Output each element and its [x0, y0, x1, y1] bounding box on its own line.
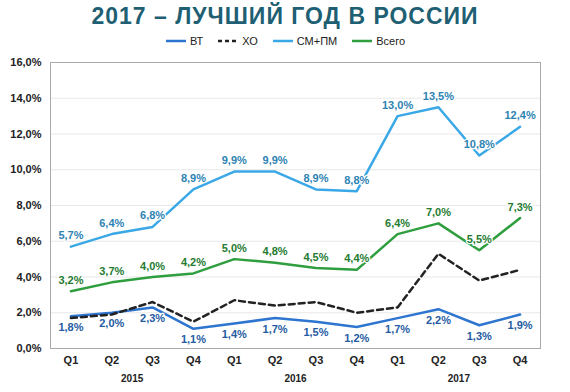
svg-text:10,8%: 10,8% — [464, 138, 495, 150]
svg-text:1,8%: 1,8% — [58, 321, 83, 333]
svg-text:2,0%: 2,0% — [99, 317, 124, 329]
svg-text:2017: 2017 — [448, 373, 471, 384]
svg-text:4,4%: 4,4% — [344, 252, 369, 264]
svg-text:6,4%: 6,4% — [385, 217, 410, 229]
svg-text:Q3: Q3 — [145, 354, 160, 366]
svg-text:1,1%: 1,1% — [181, 333, 206, 345]
svg-text:Q2: Q2 — [431, 354, 446, 366]
html-text:ХО: ХО — [242, 35, 258, 47]
svg-text:8,9%: 8,9% — [303, 172, 328, 184]
svg-text:1,4%: 1,4% — [222, 328, 247, 340]
svg-text:Q1: Q1 — [64, 354, 79, 366]
svg-text:5,5%: 5,5% — [467, 233, 492, 245]
svg-text:1,7%: 1,7% — [263, 323, 288, 335]
svg-text:3,7%: 3,7% — [99, 265, 124, 277]
svg-text:2016: 2016 — [284, 373, 307, 384]
svg-text:4,2%: 4,2% — [181, 256, 206, 268]
svg-text:5,0%: 5,0% — [222, 242, 247, 254]
svg-text:1,3%: 1,3% — [467, 330, 492, 342]
svg-text:5,7%: 5,7% — [58, 229, 83, 241]
svg-text:10,0%: 10,0% — [10, 163, 41, 175]
svg-text:4,8%: 4,8% — [263, 245, 288, 257]
svg-text:9,9%: 9,9% — [263, 154, 288, 166]
svg-text:Q3: Q3 — [309, 354, 324, 366]
svg-text:6,0%: 6,0% — [16, 235, 41, 247]
svg-text:7,0%: 7,0% — [426, 206, 451, 218]
svg-text:12,0%: 12,0% — [10, 128, 41, 140]
svg-text:14,0%: 14,0% — [10, 92, 41, 104]
svg-text:4,0%: 4,0% — [140, 260, 165, 272]
svg-text:2,3%: 2,3% — [140, 312, 165, 324]
svg-text:3,2%: 3,2% — [58, 274, 83, 286]
svg-text:1,2%: 1,2% — [344, 332, 369, 344]
svg-text:1,5%: 1,5% — [303, 326, 328, 338]
svg-text:Q4: Q4 — [349, 354, 365, 366]
html-text:СМ+ПМ: СМ+ПМ — [296, 35, 338, 47]
svg-text:8,0%: 8,0% — [16, 199, 41, 211]
svg-text:Q4: Q4 — [186, 354, 202, 366]
svg-text:Q3: Q3 — [472, 354, 487, 366]
svg-text:4,0%: 4,0% — [16, 271, 41, 283]
svg-text:8,9%: 8,9% — [181, 172, 206, 184]
svg-text:1,9%: 1,9% — [508, 319, 533, 331]
svg-text:2015: 2015 — [121, 373, 144, 384]
svg-text:4,5%: 4,5% — [303, 251, 328, 263]
svg-text:13,5%: 13,5% — [423, 90, 454, 102]
svg-text:6,8%: 6,8% — [140, 209, 165, 221]
svg-text:7,3%: 7,3% — [508, 201, 533, 213]
svg-text:Q4: Q4 — [513, 354, 529, 366]
svg-text:16,0%: 16,0% — [10, 56, 41, 68]
svg-text:8,8%: 8,8% — [344, 174, 369, 186]
html-text:2017 – ЛУЧШИЙ ГОД В РОССИИ: 2017 – ЛУЧШИЙ ГОД В РОССИИ — [91, 3, 479, 29]
svg-text:2,2%: 2,2% — [426, 314, 451, 326]
svg-text:12,4%: 12,4% — [504, 109, 535, 121]
html-text:Всего: Всего — [376, 35, 406, 47]
html-text:ВТ: ВТ — [189, 35, 204, 47]
svg-text:9,9%: 9,9% — [222, 154, 247, 166]
svg-text:Q2: Q2 — [268, 354, 283, 366]
svg-text:13,0%: 13,0% — [382, 99, 413, 111]
svg-text:Q2: Q2 — [104, 354, 119, 366]
svg-text:1,7%: 1,7% — [385, 323, 410, 335]
svg-text:6,4%: 6,4% — [99, 217, 124, 229]
svg-text:2,0%: 2,0% — [16, 306, 41, 318]
svg-text:Q1: Q1 — [390, 354, 405, 366]
svg-text:0,0%: 0,0% — [16, 342, 41, 354]
svg-text:Q1: Q1 — [227, 354, 242, 366]
